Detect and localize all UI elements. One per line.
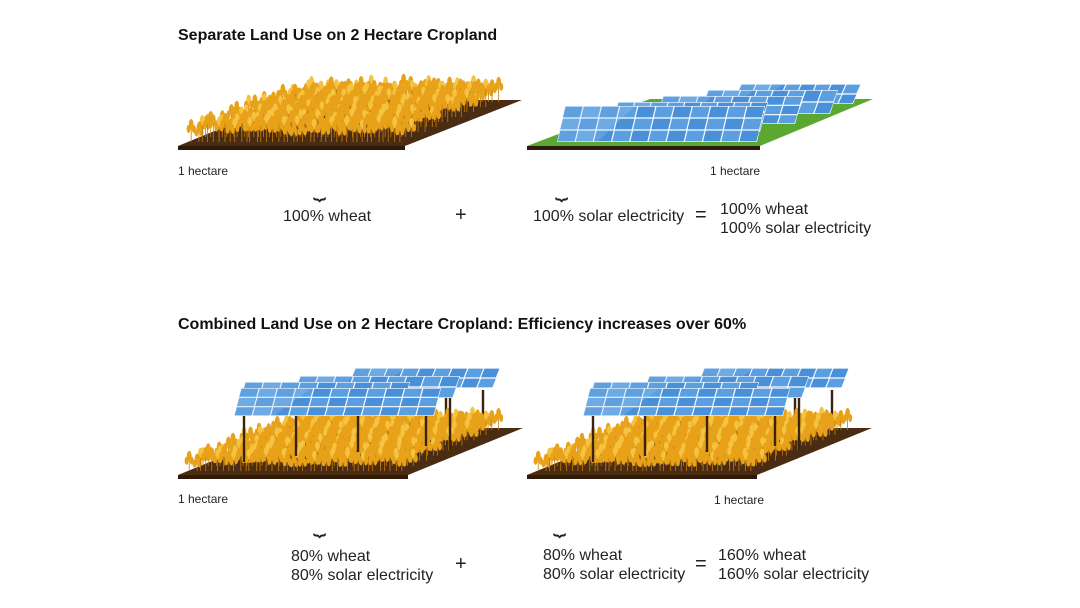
top-wheat-field: [178, 73, 522, 150]
bottom-right-post-front-3: [705, 410, 709, 452]
bottom-right-agrivoltaic-scene: [527, 368, 872, 479]
bottom-plus-sign: +: [455, 553, 467, 575]
bottom-left-post-front-4: [424, 404, 428, 446]
bottom-left-area-label: 1 hectare: [178, 492, 229, 506]
top-equals-sign: =: [695, 204, 707, 226]
bottom-right-line2: 80% solar electricity: [543, 566, 686, 583]
bottom-right-post-front-2: [643, 410, 647, 456]
bottom-left-post-front-3: [356, 410, 360, 452]
bottom-equals-sign: =: [695, 553, 707, 575]
bottom-right-area-label: 1 hectare: [714, 493, 765, 507]
bottom-left-post-front-1: [242, 412, 246, 462]
top-total-line2: 100% solar electricity: [720, 220, 872, 237]
bottom-left-solar-panel-row-4: [234, 388, 441, 416]
top-right-result: 100% solar electricity: [533, 208, 685, 225]
top-solar-panel-row-5: [557, 106, 765, 142]
top-right-brace: ⏟: [555, 176, 569, 201]
top-plus-sign: +: [455, 204, 467, 226]
bottom-left-line1: 80% wheat: [291, 548, 371, 565]
bottom-left-post-front-2: [294, 410, 298, 456]
bottom-right-post-front-4: [773, 404, 777, 446]
bottom-right-post-front-1: [591, 412, 595, 462]
bottom-total-line1: 160% wheat: [718, 547, 807, 564]
top-section-title: Separate Land Use on 2 Hectare Cropland: [178, 27, 498, 44]
top-left-area-label: 1 hectare: [178, 164, 229, 178]
bottom-right-post-front-5: [797, 398, 801, 450]
bottom-right-solar-panel-row-4: [583, 388, 790, 416]
bottom-right-wheat-crop: [533, 405, 853, 471]
bottom-left-post-back-2: [481, 390, 485, 430]
top-left-brace: ⏟: [313, 176, 327, 201]
bottom-right-brace: ⏟: [553, 512, 567, 537]
bottom-left-brace: ⏟: [313, 512, 327, 537]
top-wheat-crop: [186, 73, 504, 142]
bottom-left-post-front-5: [448, 398, 452, 450]
bottom-total-line2: 160% solar electricity: [718, 566, 870, 583]
top-solar-field: [527, 84, 873, 150]
top-right-area-label: 1 hectare: [710, 164, 761, 178]
top-left-result: 100% wheat: [283, 208, 372, 225]
bottom-right-post-back-2: [830, 390, 834, 430]
bottom-left-agrivoltaic-scene: [178, 368, 523, 479]
top-total-line1: 100% wheat: [720, 201, 809, 218]
bottom-right-line1: 80% wheat: [543, 547, 623, 564]
bottom-left-line2: 80% solar electricity: [291, 567, 434, 584]
bottom-section-title: Combined Land Use on 2 Hectare Cropland:…: [178, 316, 747, 333]
